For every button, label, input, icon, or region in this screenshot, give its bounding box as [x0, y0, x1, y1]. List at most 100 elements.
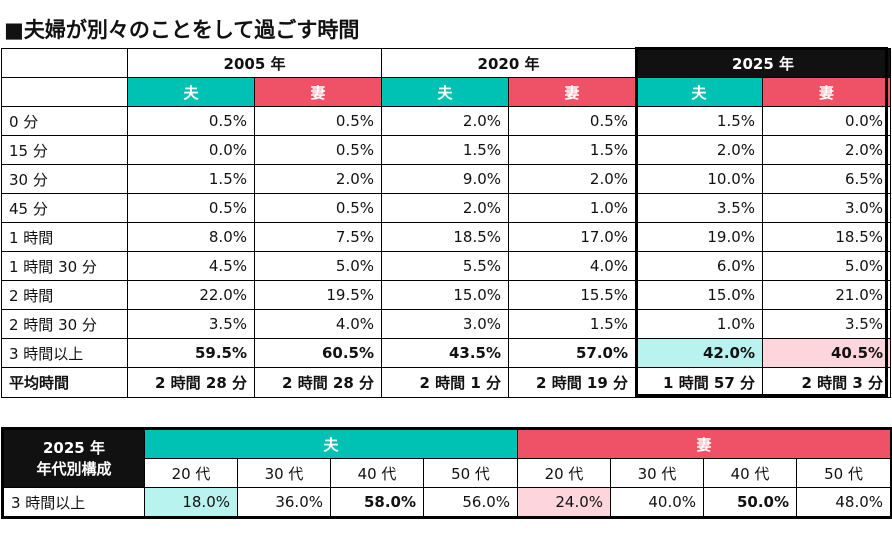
percent-cell: 40.5% [762, 338, 892, 368]
year-2020-header: 2020 年 [381, 48, 637, 78]
table-row: 15 分 0.0% 0.5% 1.5% 1.5% 2.0% 2.0% [1, 135, 892, 165]
husband-header: 夫 [127, 77, 255, 107]
percent-cell: 40.0% [610, 487, 705, 518]
year-2025-header: 2025 年 [635, 48, 892, 78]
percent-cell: 0.5% [127, 106, 255, 136]
page-title: ■夫婦が別々のことをして過ごす時間 [4, 18, 360, 42]
percent-cell: 1.5% [635, 106, 764, 136]
wife-header: 妻 [253, 77, 383, 107]
percent-cell: 5.0% [762, 251, 892, 281]
age-breakdown-table: 2025 年 年代別構成 夫 妻 20 代 30 代 40 代 50 代 20 代 30 … [1, 427, 892, 519]
husband-header: 夫 [381, 77, 510, 107]
percent-cell: 15.0% [381, 280, 510, 310]
percent-cell: 0.5% [253, 106, 383, 136]
percent-cell: 0.0% [127, 135, 255, 165]
row-label: 3 時間以上 [1, 338, 128, 368]
percent-cell: 60.5% [253, 338, 383, 368]
percent-cell: 3.5% [762, 309, 892, 339]
avg-cell: 2 時間 3 分 [762, 367, 892, 398]
row-label: 1 時間 30 分 [1, 251, 128, 281]
time-table: 2005 年 2020 年 2025 年 夫 妻 夫 妻 夫 妻 0 分 0.5%… [1, 48, 892, 398]
row-label: 1 時間 [1, 222, 128, 252]
row-label: 2 時間 [1, 280, 128, 310]
percent-cell: 7.5% [253, 222, 383, 252]
percent-cell: 8.0% [127, 222, 255, 252]
percent-cell: 19.5% [253, 280, 383, 310]
table-row: 2 時間 30 分 3.5% 4.0% 3.0% 1.5% 1.0% 3.5% [1, 309, 892, 339]
percent-cell: 1.5% [508, 309, 637, 339]
percent-cell: 1.0% [635, 309, 764, 339]
decade-header: 30 代 [610, 458, 705, 488]
percent-cell: 17.0% [508, 222, 637, 252]
percent-cell: 4.0% [253, 309, 383, 339]
avg-cell: 2 時間 19 分 [508, 367, 637, 398]
percent-cell: 9.0% [381, 164, 510, 194]
percent-cell: 2.0% [762, 135, 892, 165]
husband-header: 夫 [635, 77, 764, 107]
percent-cell: 1.5% [381, 135, 510, 165]
percent-cell: 24.0% [517, 487, 612, 518]
percent-cell: 57.0% [508, 338, 637, 368]
percent-cell: 3.5% [635, 193, 764, 223]
table-row: 1 時間 30 分 4.5% 5.0% 5.5% 4.0% 6.0% 5.0% [1, 251, 892, 281]
percent-cell: 15.5% [508, 280, 637, 310]
percent-cell: 0.5% [127, 193, 255, 223]
decade-header: 40 代 [703, 458, 798, 488]
percent-cell: 2.0% [253, 164, 383, 194]
percent-cell: 21.0% [762, 280, 892, 310]
percent-cell: 1.0% [508, 193, 637, 223]
percent-cell: 4.5% [127, 251, 255, 281]
decade-header: 20 代 [517, 458, 612, 488]
percent-cell: 42.0% [635, 338, 764, 368]
year-2005-header: 2005 年 [126, 48, 383, 78]
decade-header: 20 代 [144, 458, 238, 488]
percent-cell: 3.0% [762, 193, 892, 223]
corner-cell [1, 77, 128, 107]
percent-cell: 15.0% [635, 280, 764, 310]
percent-cell: 18.0% [144, 487, 238, 518]
row-label: 2 時間 30 分 [1, 309, 128, 339]
percent-cell: 3.0% [381, 309, 510, 339]
avg-cell: 1 時間 57 分 [635, 367, 764, 398]
percent-cell: 0.5% [253, 135, 383, 165]
percent-cell: 43.5% [381, 338, 510, 368]
age-table-subtitle: 年代別構成 [36, 459, 112, 478]
table-row: 1 時間 8.0% 7.5% 18.5% 17.0% 19.0% 18.5% [1, 222, 892, 252]
percent-cell: 59.5% [127, 338, 255, 368]
avg-cell: 2 時間 28 分 [253, 367, 383, 398]
percent-cell: 2.0% [381, 106, 510, 136]
percent-cell: 4.0% [508, 251, 637, 281]
avg-cell: 2 時間 1 分 [381, 367, 510, 398]
percent-cell: 2.0% [635, 135, 764, 165]
percent-cell: 36.0% [237, 487, 331, 518]
table-row: 3 時間以上 59.5% 60.5% 43.5% 57.0% 42.0% 40.5% [1, 338, 892, 368]
percent-cell: 19.0% [635, 222, 764, 252]
row-label: 0 分 [1, 106, 128, 136]
percent-cell: 1.5% [127, 164, 255, 194]
row-label: 45 分 [1, 193, 128, 223]
table-row: 30 分 1.5% 2.0% 9.0% 2.0% 10.0% 6.5% [1, 164, 892, 194]
age-table-year: 2025 年 [43, 438, 105, 457]
wife-header: 妻 [508, 77, 637, 107]
percent-cell: 0.5% [508, 106, 637, 136]
percent-cell: 50.0% [703, 487, 798, 518]
percent-cell: 5.5% [381, 251, 510, 281]
wife-header: 妻 [762, 77, 892, 107]
table-row: 0 分 0.5% 0.5% 2.0% 0.5% 1.5% 0.0% [1, 106, 892, 136]
percent-cell: 48.0% [796, 487, 892, 518]
decade-header: 30 代 [237, 458, 331, 488]
decade-header: 40 代 [330, 458, 424, 488]
percent-cell: 5.0% [253, 251, 383, 281]
row-label: 15 分 [1, 135, 128, 165]
avg-label: 平均時間 [1, 367, 128, 398]
percent-cell: 6.0% [635, 251, 764, 281]
husband-header: 夫 [143, 428, 519, 459]
row-label: 3 時間以上 [2, 487, 145, 518]
percent-cell: 58.0% [330, 487, 424, 518]
percent-cell: 1.5% [508, 135, 637, 165]
percent-cell: 18.5% [381, 222, 510, 252]
percent-cell: 0.5% [253, 193, 383, 223]
percent-cell: 6.5% [762, 164, 892, 194]
percent-cell: 2.0% [381, 193, 510, 223]
decade-header: 50 代 [422, 458, 519, 488]
